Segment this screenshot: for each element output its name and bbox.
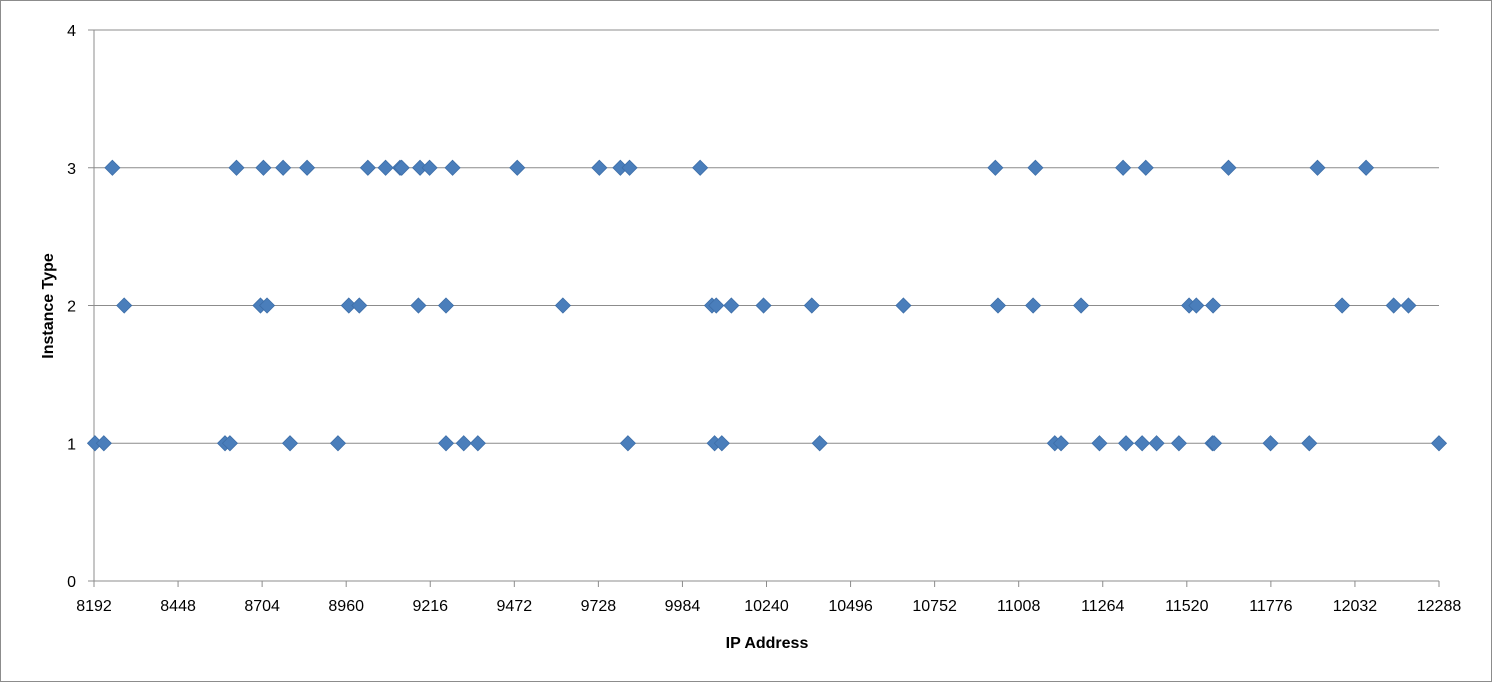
data-point-marker — [1052, 435, 1070, 452]
data-point-marker — [619, 435, 636, 452]
data-point-marker — [1188, 297, 1205, 314]
x-tick-label: 12288 — [1417, 598, 1462, 615]
data-point-marker — [1148, 435, 1165, 452]
x-tick-label: 9984 — [665, 598, 701, 615]
x-tick-label: 10752 — [912, 598, 957, 615]
data-point-marker — [1430, 435, 1448, 452]
data-point-marker — [692, 159, 709, 176]
x-tick-label: 11776 — [1249, 598, 1292, 615]
x-tick-label: 8192 — [76, 598, 112, 615]
data-point-marker — [803, 297, 820, 314]
data-points — [86, 159, 1448, 452]
x-tick-label: 11008 — [997, 598, 1040, 615]
data-point-marker — [1137, 159, 1154, 176]
data-point-marker — [1117, 435, 1135, 452]
data-point-marker — [1262, 435, 1279, 452]
data-point-marker — [1091, 435, 1108, 452]
data-point-marker — [469, 435, 486, 452]
data-point-marker — [455, 435, 472, 452]
data-point-marker — [621, 159, 638, 176]
data-point-marker — [509, 159, 526, 176]
data-point-marker — [437, 435, 455, 452]
y-tick-label: 4 — [67, 23, 76, 40]
data-point-marker — [95, 435, 112, 452]
data-point-marker — [1027, 159, 1044, 176]
data-point-marker — [359, 159, 376, 176]
y-tick-label: 1 — [67, 436, 76, 453]
data-point-marker — [393, 159, 410, 176]
data-point-marker — [351, 297, 368, 314]
data-point-marker — [275, 159, 292, 176]
y-axis-title: Instance Type — [40, 253, 57, 359]
data-point-marker — [591, 159, 608, 176]
x-tick-label: 11520 — [1165, 598, 1208, 615]
x-tick-label: 8448 — [160, 598, 196, 615]
x-tick-label: 9216 — [412, 598, 448, 615]
data-point-marker — [708, 297, 725, 314]
data-point-marker — [987, 159, 1004, 176]
data-point-marker — [421, 159, 438, 176]
data-point-marker — [1309, 159, 1326, 176]
data-point-marker — [1334, 297, 1351, 314]
x-tick-label: 11264 — [1081, 598, 1124, 615]
data-point-marker — [116, 297, 133, 314]
data-point-marker — [811, 435, 828, 452]
axes: 0 1 2 3 4 8192 8448 8704 8960 9216 9472 9728 9984 102… — [67, 23, 1461, 615]
data-point-marker — [281, 435, 299, 452]
data-point-marker — [1385, 297, 1402, 314]
data-point-marker — [1400, 297, 1417, 314]
data-point-marker — [228, 159, 245, 176]
data-point-marker — [723, 297, 740, 314]
data-point-marker — [755, 297, 772, 314]
data-point-marker — [1025, 297, 1042, 314]
data-point-marker — [713, 435, 730, 452]
x-axis-title: IP Address — [726, 635, 809, 652]
gridlines — [94, 29, 1439, 444]
data-point-marker — [1073, 297, 1090, 314]
data-point-marker — [1205, 297, 1222, 314]
x-tick-label: 9728 — [581, 598, 617, 615]
data-point-marker — [1134, 435, 1151, 452]
data-point-marker — [989, 297, 1007, 314]
data-point-marker — [1301, 435, 1318, 452]
data-point-marker — [1220, 159, 1237, 176]
data-point-marker — [444, 159, 461, 176]
data-point-marker — [255, 159, 272, 176]
x-tick-label: 8960 — [328, 598, 364, 615]
data-point-marker — [410, 297, 427, 314]
y-tick-label: 0 — [67, 574, 76, 591]
data-point-marker — [1358, 159, 1375, 176]
data-point-marker — [299, 159, 316, 176]
data-point-marker — [554, 297, 571, 314]
data-point-marker — [221, 435, 239, 452]
x-tick-label: 8704 — [244, 598, 280, 615]
y-tick-label: 3 — [67, 161, 76, 178]
data-point-marker — [1206, 435, 1223, 452]
data-point-marker — [1115, 159, 1132, 176]
data-point-marker — [104, 159, 121, 176]
data-point-marker — [377, 159, 394, 176]
data-point-marker — [437, 297, 455, 314]
data-point-marker — [258, 297, 276, 314]
x-tick-label: 12032 — [1333, 598, 1378, 615]
y-tick-label: 2 — [67, 299, 76, 316]
data-point-marker — [895, 297, 912, 314]
x-tick-label: 10240 — [744, 598, 789, 615]
data-point-marker — [329, 435, 347, 452]
data-point-marker — [1170, 435, 1187, 452]
x-tick-label: 10496 — [828, 598, 873, 615]
x-tick-label: 9472 — [497, 598, 533, 615]
